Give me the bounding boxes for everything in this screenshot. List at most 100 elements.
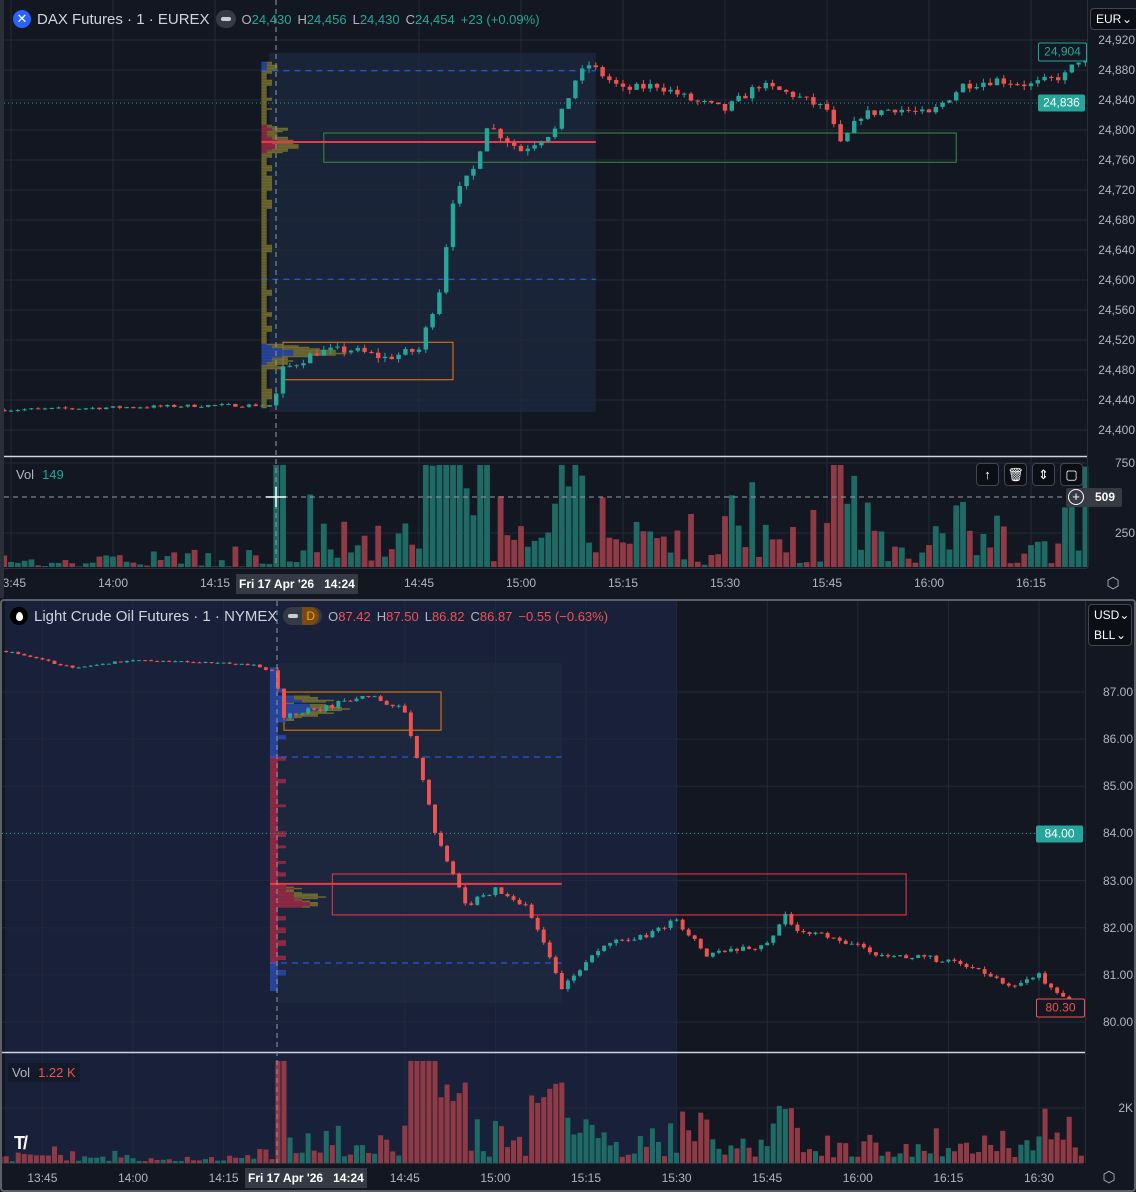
volume-profile-bar — [261, 255, 267, 257]
candle-body — [867, 947, 872, 953]
volume-profile-bar — [269, 822, 278, 825]
price-axis-label: 24,760 — [1098, 153, 1135, 167]
currency-dropdown[interactable]: EUR ⌄ — [1090, 8, 1136, 30]
plus-circle-icon[interactable]: + — [1068, 489, 1084, 505]
settings-gear-icon[interactable]: ⬡ — [1102, 1169, 1116, 1186]
delete-button[interactable]: 🗑 — [1004, 463, 1027, 486]
candle-body — [267, 405, 272, 407]
candle-body — [607, 76, 612, 81]
volume-profile-bar — [261, 129, 273, 131]
candle-body — [389, 356, 395, 360]
dax-chart-pane[interactable]: ✕ DAX Futures · 1 · EUREX O24,430 H24,456… — [0, 0, 1136, 598]
candle-body — [64, 665, 69, 667]
time-axis[interactable]: 13:45 14:00 14:15 14:45 15:00 15:15 15:30 15:45… — [4, 568, 1087, 598]
candle-body — [656, 927, 661, 932]
volume-profile-bar — [269, 793, 278, 795]
volume-profile-bar — [269, 774, 278, 777]
volume-bar — [734, 1148, 740, 1163]
maximize-button[interactable]: ▢ — [1060, 463, 1083, 486]
volume-profile-bar — [269, 698, 294, 700]
candle-body — [926, 109, 932, 113]
ohlc-value: 24,454 — [414, 11, 455, 27]
volume-bar — [293, 1153, 299, 1163]
volume-profile-bar — [309, 904, 318, 907]
volume-bar — [620, 542, 626, 567]
candle-body — [330, 705, 335, 708]
settings-gear-icon[interactable]: ⬡ — [1106, 575, 1120, 592]
volume-bar — [280, 465, 286, 567]
ohlc-h: H24,456 — [297, 12, 346, 27]
volume-bar — [994, 1151, 1000, 1163]
candle-body — [457, 186, 463, 204]
volume-profile-bar — [261, 154, 273, 157]
volume-profile-bar — [269, 764, 278, 767]
price-axis-label: 24,560 — [1098, 303, 1135, 317]
hide-legend-button[interactable] — [215, 10, 236, 28]
currency-dropdown[interactable]: USD ⌄ — [1089, 605, 1131, 625]
volume-profile-bar — [261, 373, 267, 376]
candle-body — [535, 917, 540, 930]
volume-profile-bar — [277, 145, 299, 148]
currency-unit-dropdown[interactable]: USD ⌄ BLL ⌄ — [1088, 604, 1132, 646]
dax-chart-canvas[interactable] — [4, 0, 1136, 598]
candle-body — [614, 939, 619, 944]
zone-box — [331, 873, 907, 916]
volume-bar — [154, 1159, 160, 1163]
volume-bar — [314, 552, 320, 567]
symbol-title[interactable]: Light Crude Oil Futures · 1 · NYMEX — [34, 607, 278, 625]
time-axis-label: 15:30 — [661, 1171, 692, 1185]
droplet-icon — [10, 607, 28, 625]
price-axis-label: 24,880 — [1098, 63, 1135, 77]
symbol-title[interactable]: DAX Futures · 1 · EUREX — [37, 10, 210, 28]
price-axis-label: 24,840 — [1098, 93, 1135, 107]
candle-body — [837, 937, 842, 941]
volume-profile-bar — [282, 355, 310, 358]
volume-bar — [849, 1156, 855, 1163]
volume-profile-bar — [261, 138, 273, 140]
candle-body — [934, 955, 939, 962]
volume-profile-bar — [269, 762, 278, 764]
volume-profile-bar — [261, 165, 273, 167]
volume-profile-bar — [269, 807, 278, 809]
candle-body — [807, 932, 812, 934]
crude-chart-pane[interactable]: Light Crude Oil Futures · 1 · NYMEX D O8… — [0, 599, 1136, 1192]
volume-bar — [871, 530, 878, 567]
volume-profile-bar — [269, 957, 286, 959]
volume-bar — [960, 501, 966, 567]
collapse-button[interactable]: ⇕ — [1032, 463, 1055, 486]
candle-body — [29, 408, 34, 410]
crude-chart-canvas[interactable] — [2, 601, 1136, 1192]
price-axis-label: 24,480 — [1098, 363, 1135, 377]
volume-bar — [416, 548, 422, 567]
volume-profile-bar — [269, 838, 278, 840]
unit-dropdown[interactable]: BLL ⌄ — [1089, 625, 1131, 645]
volume-profile-bar — [269, 827, 278, 829]
volume-profile-bar — [269, 920, 278, 922]
hide-legend-button[interactable]: D — [283, 607, 323, 625]
volume-bar — [686, 1130, 692, 1163]
volume-bar — [62, 560, 69, 567]
volume-profile-bar — [269, 909, 278, 911]
price-axis[interactable]: 24,920 24,880 24,840 24,800 24,760 24,720 24,6… — [1087, 0, 1136, 568]
volume-profile-bar — [261, 96, 267, 98]
volume-profile-bar — [269, 790, 278, 792]
candle-body — [155, 660, 160, 662]
volume-profile-bar — [261, 357, 273, 359]
candle-body — [88, 665, 93, 667]
volume-profile-bar — [261, 177, 273, 179]
time-axis[interactable]: 13:45 14:00 14:15 14:45 15:00 15:15 15:30 15:45… — [2, 1163, 1083, 1190]
volume-bar — [429, 465, 436, 567]
candle-body — [369, 351, 374, 353]
price-axis[interactable]: 87.00 86.00 85.00 84.00 83.00 82.00 81.00 80.00… — [1085, 601, 1134, 1163]
candle-body — [209, 662, 214, 664]
candle-body — [1061, 992, 1066, 997]
dividend-badge[interactable]: D — [302, 607, 320, 625]
move-up-button[interactable]: ↑ — [976, 463, 999, 486]
volume-profile-bar — [261, 399, 267, 401]
volume-bar — [756, 556, 762, 567]
tradingview-logo[interactable]: T/ — [14, 1133, 28, 1153]
volume-bar — [432, 1061, 438, 1163]
candle-body — [873, 952, 878, 956]
candle-body — [10, 652, 15, 654]
volume-profile-bar — [293, 896, 326, 898]
